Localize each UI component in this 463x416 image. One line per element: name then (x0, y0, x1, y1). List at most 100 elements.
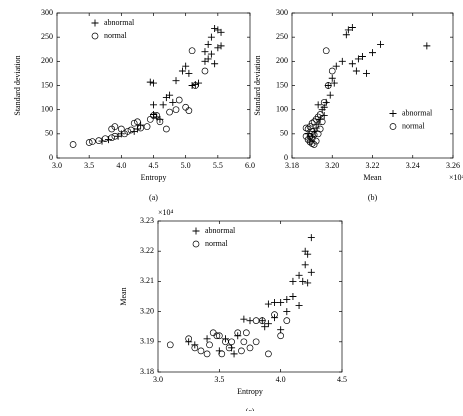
circle-marker (308, 135, 316, 143)
circle-marker (314, 130, 322, 138)
circle-marker (308, 119, 316, 127)
circle-marker (172, 106, 180, 114)
circle-marker (265, 350, 272, 358)
plus-marker (207, 50, 215, 58)
legend-label: abnormal (104, 18, 135, 27)
x-tick-label: 3.24 (406, 161, 420, 170)
plus-marker (146, 78, 154, 86)
circle-marker (328, 67, 336, 75)
circle-marker (182, 103, 190, 111)
circle-marker (191, 344, 199, 352)
caption: (a) (149, 193, 158, 202)
circle-marker (95, 137, 103, 144)
circle-marker (185, 107, 193, 114)
plus-marker (277, 299, 285, 307)
plus-marker (172, 77, 180, 85)
y-multiplier: ×10⁴ (158, 208, 174, 217)
circle-marker (252, 338, 260, 346)
plus-marker (377, 40, 385, 48)
circle-marker (108, 125, 116, 133)
circle-marker (101, 135, 109, 143)
plus-marker (182, 62, 190, 70)
plus-marker (178, 67, 186, 75)
plus-marker (344, 26, 352, 34)
y-tick-label: 250 (276, 32, 288, 41)
plus-marker (162, 94, 170, 102)
circle-marker (312, 115, 320, 123)
plus-marker (304, 250, 312, 258)
legend-marker (192, 227, 200, 235)
circle-marker (206, 341, 213, 349)
plus-marker (185, 69, 193, 77)
plus-marker (326, 91, 334, 99)
plus-marker (150, 101, 157, 109)
circle-marker (201, 67, 209, 75)
circle-marker (322, 47, 330, 55)
y-tick-label: 100 (41, 104, 53, 113)
plus-marker (261, 323, 269, 331)
circle-marker (89, 138, 96, 145)
plus-marker (246, 317, 254, 325)
plus-marker (338, 57, 346, 65)
plus-marker (204, 40, 212, 48)
circle-marker (238, 347, 245, 355)
circle-marker (85, 139, 93, 146)
circle-marker (188, 47, 196, 55)
circle-marker (166, 108, 173, 116)
plus-marker (201, 48, 209, 56)
circle-marker (108, 134, 116, 142)
circle-marker (228, 338, 235, 346)
circle-marker (215, 332, 223, 340)
circle-marker (234, 329, 242, 337)
x-tick-label: 5.5 (213, 161, 223, 170)
legend-label: abnormal (402, 108, 433, 117)
legend-marker (389, 110, 397, 117)
circle-marker (153, 112, 161, 119)
y-tick-label: 3.19 (140, 337, 154, 346)
circle-marker (203, 350, 211, 358)
x-axis-label: Entropy (141, 173, 167, 182)
plus-marker (240, 315, 248, 323)
legend-label: normal (205, 239, 228, 248)
circle-marker (310, 131, 318, 139)
legend-marker (192, 240, 200, 248)
circle-marker (312, 137, 320, 145)
caption: (c) (246, 407, 255, 411)
x-tick-label: 3.5 (84, 161, 94, 170)
circle-marker (166, 341, 174, 349)
circle-marker (318, 118, 326, 126)
plus-marker (301, 261, 309, 269)
circle-marker (308, 128, 316, 135)
x-tick-label: 4.0 (116, 161, 126, 170)
circle-marker (271, 311, 278, 318)
circle-marker (306, 123, 314, 130)
y-axis-label: Standard deviation (253, 55, 262, 115)
plus-marker (264, 300, 272, 308)
x-tick-label: 3.0 (52, 161, 62, 170)
x-tick-label: 3.20 (325, 161, 339, 170)
legend-label: normal (402, 121, 425, 130)
circle-marker (146, 115, 154, 123)
y-tick-label: 150 (41, 80, 53, 89)
y-tick-label: 150 (276, 80, 288, 89)
x-multiplier: ×10⁴ (449, 173, 463, 182)
circle-marker (310, 118, 318, 126)
circle-marker (197, 347, 205, 355)
x-tick-label: 5.0 (181, 161, 191, 170)
plus-marker (423, 42, 431, 50)
circle-marker (316, 125, 324, 133)
plus-marker (362, 69, 370, 77)
circle-marker (304, 136, 312, 143)
x-tick-label: 6.0 (245, 161, 255, 170)
x-tick-label: 3.22 (366, 161, 380, 170)
plus-marker (283, 308, 291, 316)
circle-marker (246, 344, 254, 352)
y-tick-label: 3.21 (140, 276, 154, 285)
plus-marker (277, 326, 285, 334)
y-tick-label: 50 (280, 129, 288, 138)
circle-marker (302, 124, 310, 132)
x-tick-label: 4.0 (276, 375, 286, 384)
plus-marker (156, 115, 164, 123)
circle-marker (117, 125, 125, 133)
